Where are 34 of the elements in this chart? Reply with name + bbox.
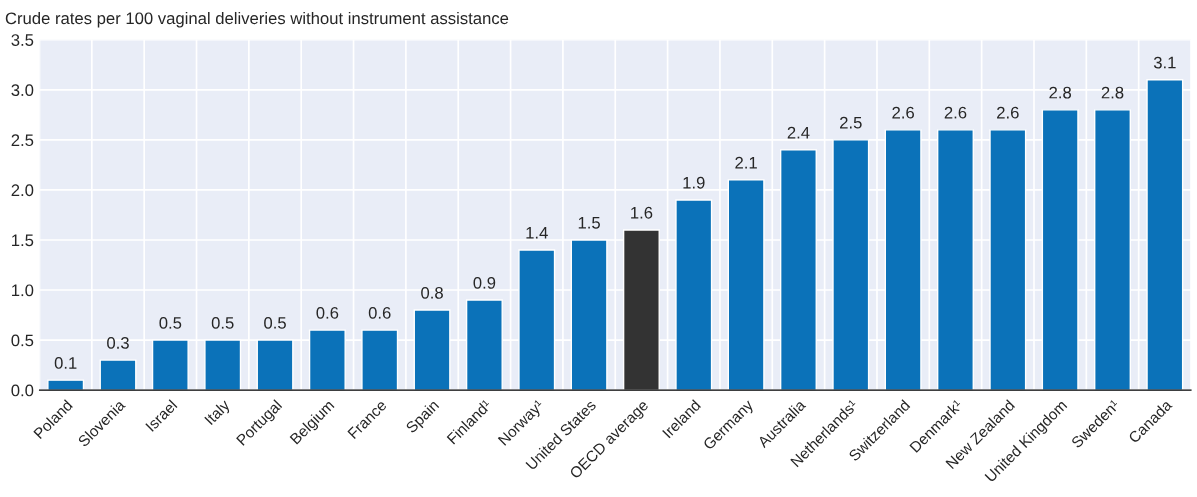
y-tick-label: 0.5	[11, 334, 34, 347]
bar	[47, 379, 85, 391]
data-label: 2.6	[997, 106, 1019, 119]
data-label: 0.3	[107, 337, 129, 349]
data-label: 2.8	[1101, 86, 1124, 99]
bar	[99, 359, 137, 391]
data-label: 1.6	[631, 206, 653, 219]
data-label: 2.6	[944, 106, 967, 119]
data-label: 0.6	[316, 306, 339, 319]
data-label: 0.8	[421, 286, 443, 299]
y-tick-label: 1.0	[12, 284, 34, 297]
data-label: 1.4	[526, 227, 548, 239]
data-label: 2.1	[735, 156, 757, 169]
y-tick-label: 1.5	[12, 234, 34, 247]
y-tick-label: 3.5	[11, 34, 34, 46]
data-label: 2.4	[787, 126, 810, 139]
data-label: 1.9	[683, 176, 705, 189]
x-tick-label: Italy	[203, 398, 233, 428]
data-label: 0.5	[159, 316, 182, 329]
y-tick-label: 2.5	[11, 134, 34, 147]
data-label: 0.5	[211, 316, 234, 329]
data-label: 0.5	[264, 316, 286, 329]
data-label: 3.1	[1153, 56, 1176, 69]
y-tick-label: 0.0	[11, 384, 34, 397]
data-label: 2.6	[892, 106, 914, 119]
y-tick-label: 2.0	[11, 184, 34, 197]
data-label: 2.5	[840, 116, 862, 129]
data-label: 0.9	[473, 276, 496, 289]
y-tick-label: 3.0	[11, 84, 34, 97]
data-label: 0.6	[368, 306, 391, 319]
data-label: 1.5	[578, 217, 600, 229]
data-label: 0.1	[54, 357, 77, 369]
y-axis-title: Crude rates per 100 vaginal deliveries without instrument assistance	[5, 11, 509, 28]
data-label: 2.8	[1049, 86, 1072, 99]
